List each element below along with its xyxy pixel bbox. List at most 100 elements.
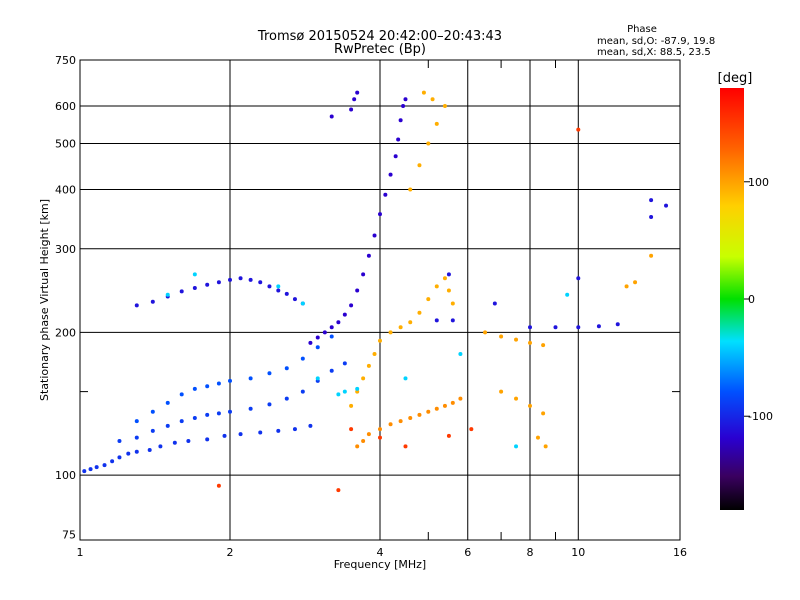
- data-point: [315, 376, 320, 381]
- data-point: [117, 439, 122, 444]
- data-point: [300, 301, 305, 306]
- data-point: [378, 212, 382, 217]
- stats-heading: Phase: [627, 24, 657, 35]
- data-point: [417, 310, 422, 315]
- data-point: [82, 469, 87, 474]
- data-point: [355, 444, 360, 449]
- data-point: [179, 392, 184, 397]
- data-point: [349, 107, 354, 112]
- data-point: [238, 276, 243, 281]
- data-point: [192, 272, 197, 277]
- x-tick-label: 8: [527, 546, 534, 559]
- data-point: [126, 451, 131, 456]
- data-point: [499, 389, 504, 394]
- data-point: [292, 427, 297, 432]
- data-point: [329, 368, 334, 373]
- data-point: [388, 330, 393, 335]
- data-point: [352, 97, 357, 102]
- data-point: [541, 411, 546, 416]
- data-point: [615, 322, 620, 327]
- data-point: [483, 330, 488, 335]
- data-point: [186, 439, 191, 444]
- colorbar-tick-label: 100: [748, 176, 769, 189]
- data-point: [576, 325, 581, 330]
- colorbar: [720, 88, 744, 510]
- data-point: [228, 277, 232, 282]
- data-point: [342, 389, 347, 394]
- data-point: [248, 376, 253, 381]
- data-points: [82, 90, 669, 493]
- data-point: [430, 97, 435, 102]
- data-point: [276, 288, 281, 293]
- data-point: [349, 403, 354, 408]
- data-point: [398, 118, 403, 123]
- data-point: [361, 439, 366, 444]
- data-point: [458, 352, 463, 357]
- x-tick-label: 1: [77, 546, 84, 559]
- data-point: [378, 427, 382, 432]
- x-tick-label: 16: [673, 546, 687, 559]
- data-point: [633, 280, 638, 285]
- data-point: [355, 386, 360, 391]
- data-point: [216, 483, 221, 488]
- data-point: [134, 303, 139, 308]
- grid-lines: [80, 60, 680, 540]
- data-point: [88, 467, 93, 472]
- data-point: [172, 440, 177, 445]
- data-point: [417, 163, 422, 168]
- data-point: [276, 428, 281, 433]
- data-point: [446, 288, 451, 293]
- data-point: [442, 276, 447, 281]
- data-point: [205, 437, 210, 442]
- y-tick-label: 100: [55, 469, 76, 482]
- data-point: [179, 289, 184, 294]
- data-point: [408, 320, 413, 325]
- data-point: [165, 423, 170, 428]
- data-point: [192, 386, 197, 391]
- data-point: [336, 320, 341, 325]
- data-point: [434, 318, 439, 323]
- colorbar-ticks: 100 0 -100: [744, 176, 773, 423]
- y-tick-label: 300: [55, 243, 76, 256]
- data-point: [329, 325, 334, 330]
- data-point: [267, 284, 272, 289]
- y-tick-label: 500: [55, 138, 76, 151]
- data-point: [228, 409, 232, 414]
- data-point: [361, 272, 366, 277]
- data-point: [514, 396, 519, 401]
- data-point: [355, 288, 360, 293]
- x-tick-label: 10: [571, 546, 585, 559]
- data-point: [514, 337, 519, 342]
- y-tick-label: 600: [55, 100, 76, 113]
- data-point: [192, 286, 197, 291]
- data-point: [596, 324, 601, 329]
- data-point: [499, 334, 504, 339]
- data-point: [469, 427, 474, 432]
- data-point: [150, 409, 155, 414]
- data-point: [361, 376, 366, 381]
- data-point: [308, 423, 313, 428]
- data-point: [492, 301, 497, 306]
- data-point: [117, 455, 122, 460]
- data-point: [403, 376, 408, 381]
- data-point: [398, 419, 403, 424]
- data-point: [205, 412, 210, 417]
- data-point: [349, 303, 354, 308]
- data-point: [329, 334, 334, 339]
- data-point: [541, 343, 546, 348]
- data-point: [134, 419, 139, 424]
- data-point: [649, 215, 654, 220]
- data-point: [258, 280, 263, 285]
- data-point: [624, 284, 629, 289]
- stats-line-x: mean, sd,X: 88.5, 23.5: [597, 47, 711, 58]
- data-point: [147, 447, 152, 452]
- y-axis: 75 100 200 300 400 500 600 750: [55, 54, 680, 541]
- data-point: [315, 335, 320, 340]
- data-point: [179, 419, 184, 424]
- y-axis-label: Stationary phase Virtual Height [km]: [38, 199, 51, 401]
- data-point: [535, 435, 540, 440]
- data-point: [150, 428, 155, 433]
- stats-line-o: mean, sd,O: -87.9, 19.8: [597, 36, 715, 47]
- x-tick-label: 2: [227, 546, 234, 559]
